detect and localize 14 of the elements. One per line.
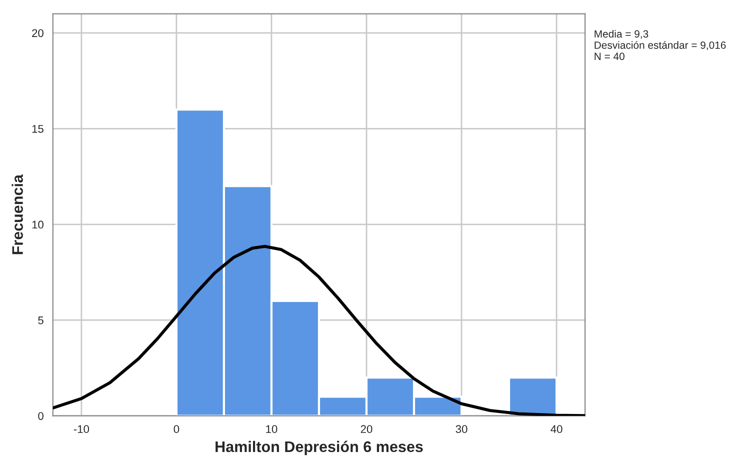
x-axis-title: Hamilton Depresión 6 meses	[216, 440, 423, 456]
x-tick-label: 10	[266, 425, 278, 434]
y-tick-label: 5	[38, 316, 44, 324]
y-tick-label: 0	[38, 412, 44, 420]
x-tick-label: 40	[550, 425, 562, 434]
x-tick-label: 0	[174, 425, 180, 434]
x-tick-label: 20	[360, 425, 372, 434]
x-tick-label: -10	[74, 425, 90, 434]
x-tick-label: 30	[456, 425, 468, 434]
y-tick-label: 20	[32, 29, 44, 38]
text: Media = 9,3 Desviación estándar = 9,016 N = 40	[594, 30, 726, 60]
y-tick-label: 15	[32, 125, 44, 133]
y-tick-label: 10	[32, 220, 44, 229]
y-axis-title: Frecuencia	[12, 174, 23, 254]
